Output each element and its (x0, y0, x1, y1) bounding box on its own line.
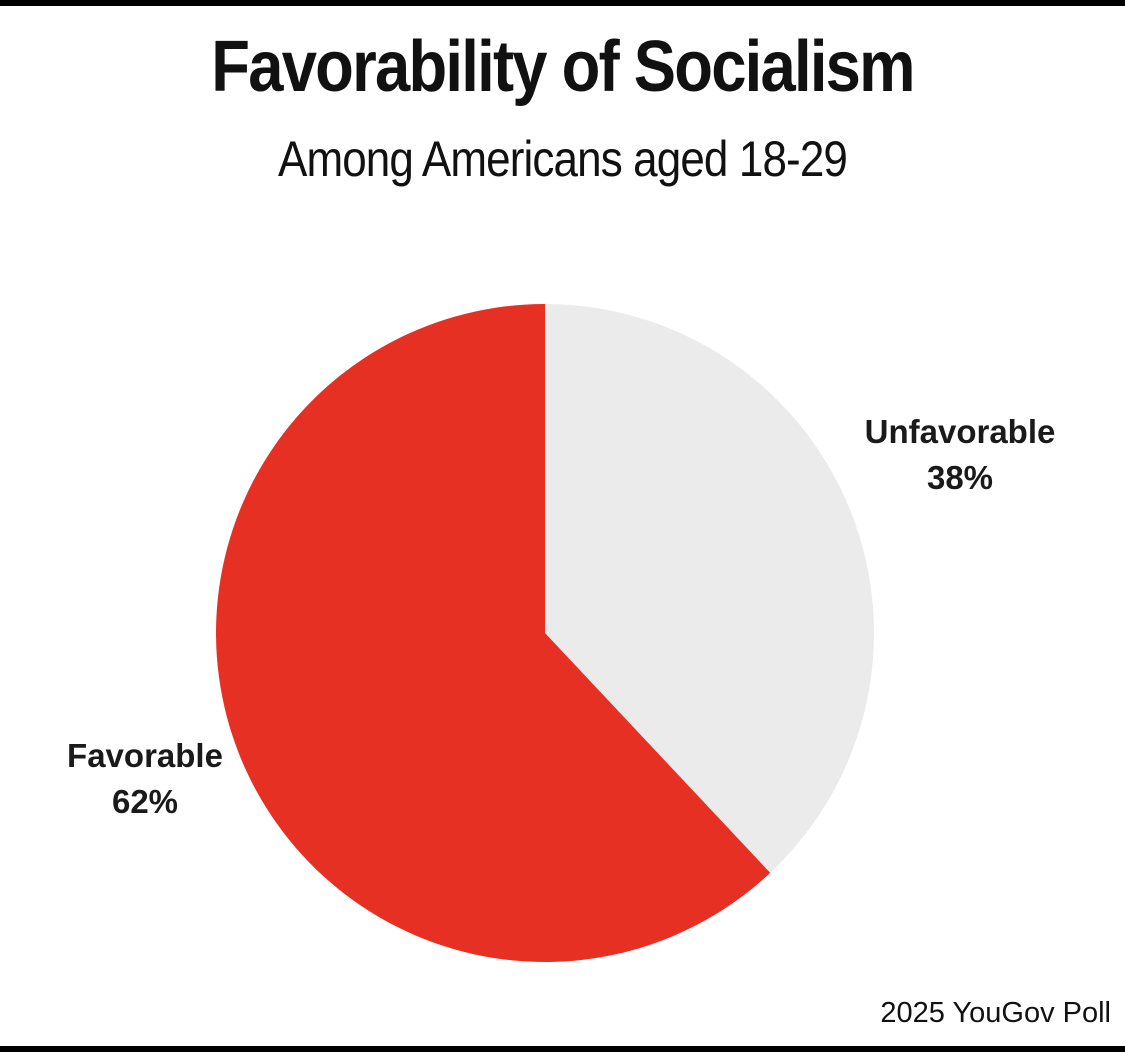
chart-title: Favorability of Socialism (211, 27, 915, 107)
slice-label-favorable: Favorable (67, 737, 223, 774)
chart-subtitle: Among Americans aged 18-29 (277, 131, 848, 187)
pie-chart: Unfavorable 38% Favorable 62% (67, 304, 1056, 962)
pie-slice-unfavorable (545, 304, 875, 873)
chart-card: Favorability of Socialism Among American… (0, 6, 1125, 1046)
pie-slice-favorable (216, 304, 771, 962)
source-note: 2025 YouGov Poll (880, 997, 1111, 1029)
slice-label-unfavorable: Unfavorable (865, 413, 1056, 450)
slice-value-favorable: 62% (112, 783, 178, 820)
slice-value-unfavorable: 38% (927, 459, 993, 496)
